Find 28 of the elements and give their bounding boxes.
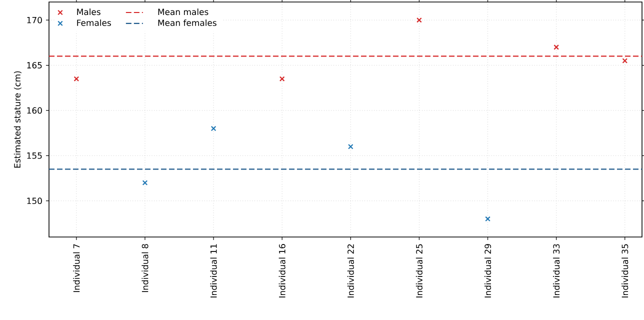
point	[485, 216, 490, 222]
x-tick-label: Individual 7	[73, 244, 80, 292]
y-tick-label: 155	[27, 152, 42, 159]
y-tick-label: 150	[27, 198, 42, 204]
legend-label: Mean females	[158, 19, 216, 26]
x-tick-label: Individual 33	[553, 244, 560, 298]
legend-label: Females	[77, 19, 111, 26]
x-tick-label: Individual 8	[142, 244, 148, 292]
x-tick-label: Individual 25	[416, 244, 422, 298]
point	[74, 76, 80, 82]
point	[142, 180, 148, 186]
y-tick-label: 165	[27, 62, 42, 68]
point	[416, 17, 422, 23]
x-tick-label: Individual 29	[484, 244, 492, 298]
x-tick-label: Individual 22	[347, 244, 354, 298]
x-tick-label: Individual 16	[278, 244, 286, 298]
x-tick-label: Individual 11	[210, 244, 217, 298]
point	[554, 44, 559, 50]
point	[348, 144, 354, 150]
point	[279, 76, 285, 82]
legend-label: Males	[77, 8, 100, 16]
point	[622, 58, 628, 64]
point	[210, 126, 216, 132]
y-axis-title: Estimated stature (cm)	[14, 71, 22, 168]
y-tick-label: 170	[27, 16, 42, 24]
y-tick-label: 160	[27, 107, 42, 114]
legend-label: Mean males	[158, 8, 208, 16]
x-tick-label: Individual 35	[622, 244, 628, 298]
